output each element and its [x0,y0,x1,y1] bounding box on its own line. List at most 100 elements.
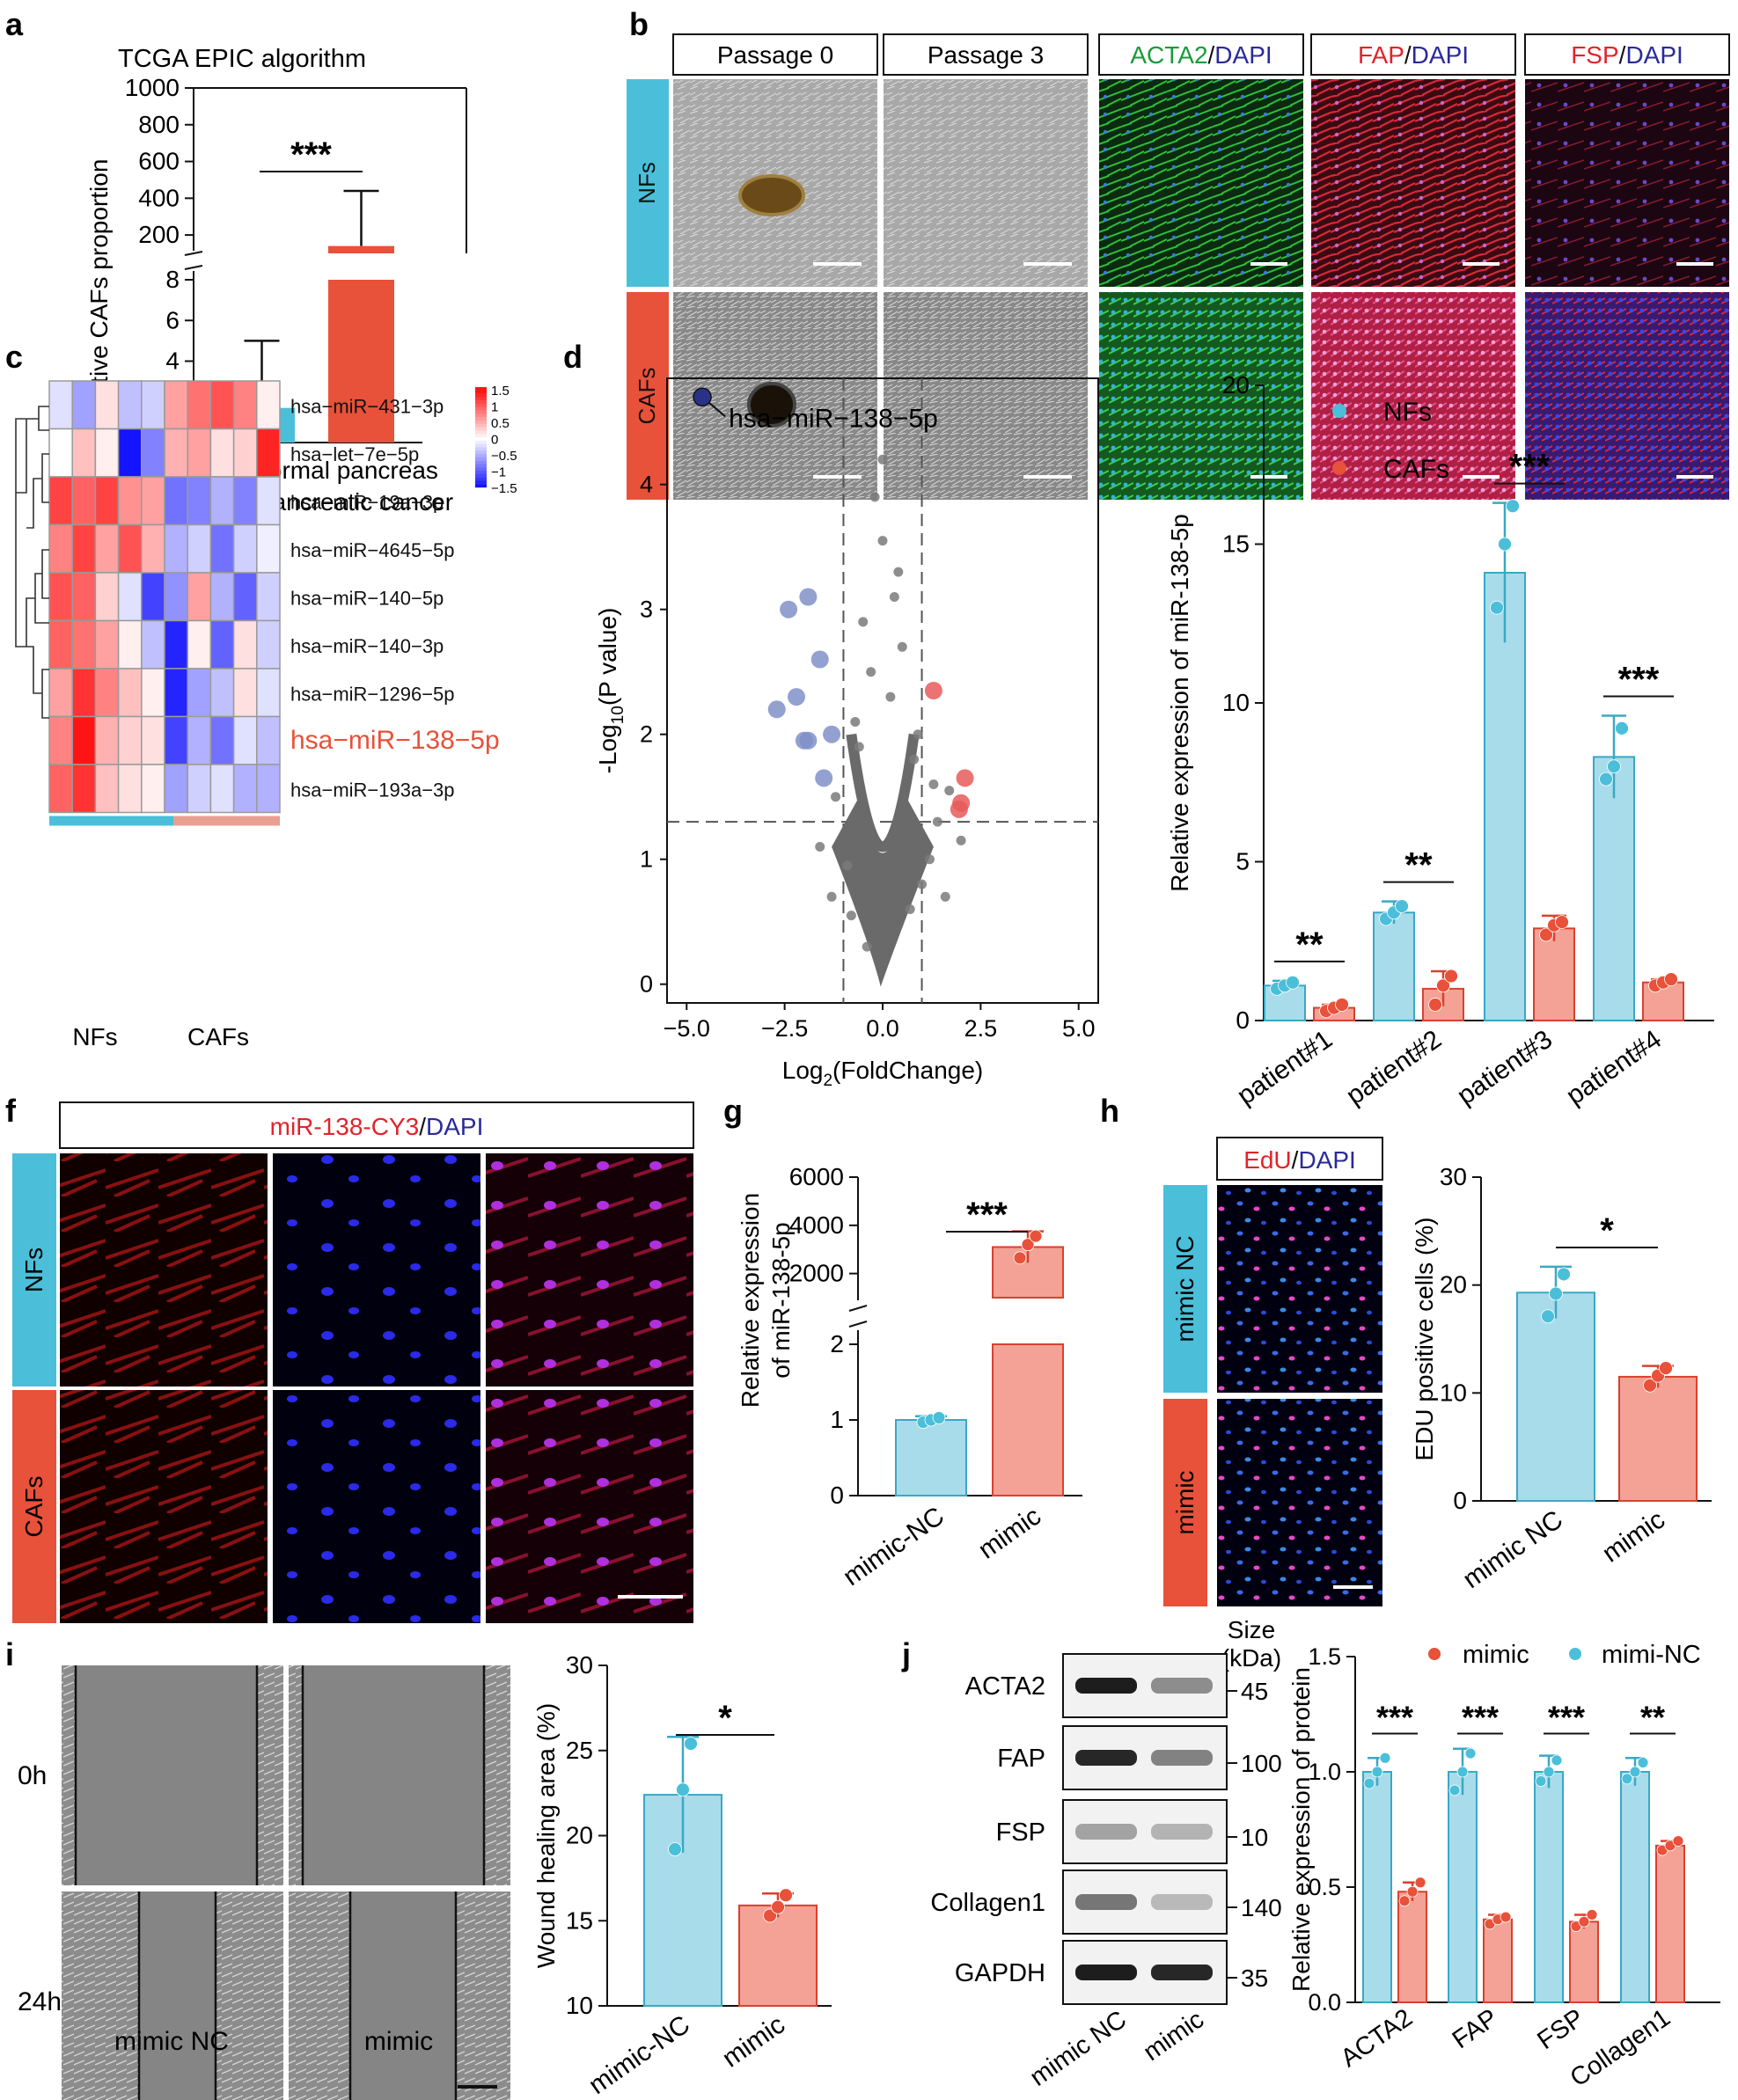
c-cell-r2-c7 [209,476,235,526]
c-row-label-1: hsa−let−7e−5p [290,443,419,465]
i-row-label-1: 24h [18,1987,62,2016]
c-cell-r5-c3 [117,619,143,670]
f-title-part-0: miR-138-CY3 [270,1113,420,1140]
j-band-1-1 [1151,1750,1213,1766]
j-0-2-point-0 [1535,1775,1547,1787]
c-cell-r2-c4 [141,476,165,526]
f-title: miR-138-CY3/DAPI [270,1113,484,1140]
c-cell-r8-c4 [141,764,165,814]
j-bar-0-0 [1362,1771,1392,2003]
c-cell-r6-c7 [209,668,235,718]
panel-label-d: d [563,339,583,375]
d-down-point-3 [788,688,805,706]
j-xticklabel-2: FSP [1532,2004,1589,2056]
c-cell-r7-c4 [141,715,165,765]
c-cell-r1-c7 [209,428,235,478]
c-cell-r8-c6 [187,764,212,814]
c-cell-r6-c8 [232,668,258,718]
h-row-tab-1 [1163,1399,1207,1606]
b-row-label-1: CAFs [634,368,660,425]
c-row-label-0: hsa−miR−431−3p [290,395,444,417]
c-cell-r8-c5 [164,764,188,814]
j-sig-0-stars: *** [1376,1700,1413,1736]
panel-f-image-grid: miR-138-CY3/DAPI NFs CAFs [12,1101,694,1623]
c-cell-r7-c7 [209,715,235,765]
c-cell-r6-c4 [141,668,165,718]
j-size-unit: (kDa) [1221,1644,1281,1672]
d-grey-point-12 [909,754,920,765]
c-cell-r4-c5 [164,572,188,622]
e-NFs-1-point-2 [1395,899,1409,913]
i-ylabel: Wound healing area (%) [532,1703,560,1968]
a-ticklabel-up-2: 600 [138,148,180,175]
i-col-label-0: mimic NC [114,2027,229,2056]
h-title: EdU/DAPI [1243,1146,1356,1174]
j-0-0-point-2 [1379,1752,1391,1764]
i-wound-gap-r1-c0 [139,1891,216,2100]
g-ylabel-line-2: of miR-138-5p [767,1222,795,1378]
h-1-point-2 [1659,1361,1673,1376]
c-scale-label-0: 1.5 [491,384,510,399]
c-cell-r8-c7 [209,764,235,814]
d-grey-point-0 [877,454,888,465]
c-scale-step-13 [475,430,487,435]
j-0-3-point-2 [1637,1757,1649,1768]
e-yticklabel-2: 10 [1222,689,1250,716]
j-bar-0-1 [1448,1771,1478,2003]
c-cell-r1-c8 [232,428,258,478]
e-bar-NFs-patient#2 [1373,911,1415,1022]
j-blot-box-2 [1062,1799,1228,1864]
a-ticklabel-low-3: 6 [165,306,180,333]
d-down-point-4 [767,700,786,719]
b-header-box-2 [1098,33,1304,76]
j-0-0-point-1 [1371,1766,1383,1778]
i-sig-stars: * [718,1699,732,1738]
c-cell-r8-c0 [48,764,73,814]
c-scale-step-26 [475,473,487,478]
i-bar-1 [738,1904,818,2007]
h-title-box [1216,1137,1383,1181]
d-xticklabel-4: 5.0 [1062,1015,1096,1042]
j-size-value-2: 10 [1241,1824,1268,1851]
c-scale-step-1 [475,390,487,394]
g-ylabel-line-1: Relative expression [737,1193,764,1408]
j-0-2-point-1 [1543,1766,1555,1778]
j-band-4-0 [1075,1965,1137,1980]
b-header-label-3: FAP/DAPI [1358,41,1469,69]
g-ticklabel-low-1: 1 [830,1406,844,1433]
f-image-r0-c1 [273,1153,480,1387]
j-1-2-point-1 [1578,1915,1590,1928]
c-row-label-3: hsa−miR−4645−5p [290,539,455,561]
f-image-r0-c0 [60,1153,268,1387]
c-cell-r1-c6 [187,428,212,478]
e-xticklabel-1: patient#2 [1341,1025,1447,1111]
c-cell-r7-c0 [48,715,73,765]
c-cell-r2-c0 [48,476,73,526]
i-1-point-1 [771,1899,785,1914]
d-grey-point-2 [877,536,888,546]
e-CAFs-0-point-2 [1335,998,1349,1012]
c-row-label-4: hsa−miR−140−5p [290,587,444,609]
d-grey-point-16 [932,816,942,827]
j-protein-label-1: FAP [997,1745,1045,1773]
b-row-tab-1 [627,292,669,500]
j-sig-3-stars: ** [1640,1700,1665,1736]
a-break-mark-2 [184,265,203,270]
j-sig-1-stars: *** [1462,1700,1499,1736]
f-title-part-2: DAPI [426,1113,483,1140]
i-col-label-1: mimic [364,2027,433,2056]
panel-letters: a b c d e f g h i j [5,6,1182,1672]
c-scale-step-29 [475,484,487,488]
d-grey-point-21 [917,879,928,889]
c-cell-r5-c6 [187,619,212,670]
d-xlabel-part-0: Log [782,1057,824,1084]
e-CAFs-1-point-0 [1428,998,1442,1012]
c-cell-r0-c1 [71,380,97,430]
j-yticklabel-0: 0.0 [1308,1989,1341,2016]
c-cell-r4-c0 [48,572,73,622]
j-0-2-point-2 [1551,1754,1563,1767]
h-xticklabel-1: mimic [1597,1505,1670,1569]
j-bar-1-0 [1397,1891,1427,2003]
d-grey-point-20 [842,860,853,871]
